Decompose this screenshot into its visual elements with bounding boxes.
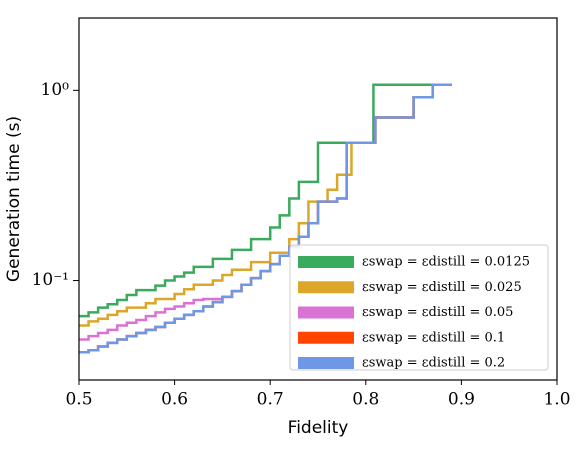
x-tick-label: 0.5	[65, 390, 92, 410]
x-tick-label: 0.7	[257, 390, 284, 410]
legend-swatch	[298, 256, 354, 268]
y-tick-label: 10⁰	[41, 80, 70, 100]
legend-box	[289, 244, 549, 371]
legend-label: εswap = εdistill = 0.05	[362, 305, 513, 320]
x-tick-label: 0.9	[448, 390, 475, 410]
legend-swatch	[298, 281, 354, 294]
legend-label: εswap = εdistill = 0.025	[362, 280, 522, 295]
legend-label: εswap = εdistill = 0.1	[362, 330, 505, 345]
x-tick-label: 1.0	[543, 390, 570, 410]
x-tick-label: 0.8	[352, 390, 379, 410]
legend-swatch	[298, 306, 354, 319]
legend: εswap = εdistill = 0.0125 εswap = εdistil…	[289, 244, 549, 371]
x-tick-label: 0.6	[161, 390, 188, 410]
y-tick-label: 10⁻¹	[32, 270, 69, 290]
legend-label: εswap = εdistill = 0.0125	[362, 255, 530, 270]
series-line	[79, 296, 224, 341]
y-axis-label: Generation time (s)	[4, 116, 24, 282]
plot-frame	[78, 17, 558, 381]
x-axis-label: Fidelity	[288, 418, 349, 438]
series-line	[79, 83, 452, 327]
legend-swatch	[298, 357, 354, 369]
series-line	[79, 83, 452, 354]
series-line	[79, 83, 433, 318]
legend-swatch	[298, 331, 354, 344]
legend-label: εswap = εdistill = 0.2	[362, 356, 505, 371]
